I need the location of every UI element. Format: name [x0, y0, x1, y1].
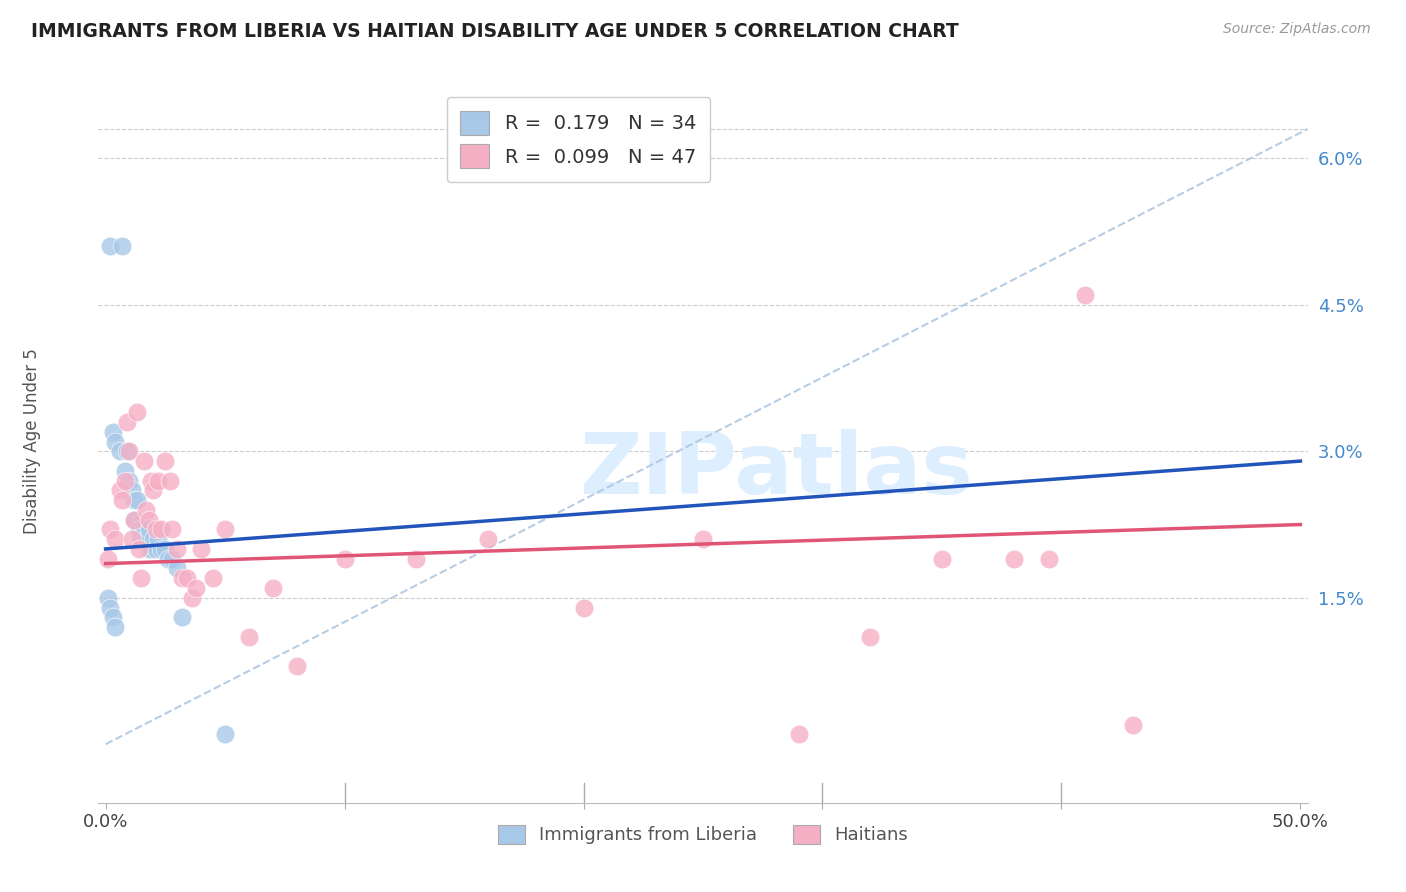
Point: [285, 659, 308, 673]
Point: [125, 493, 148, 508]
Point: [111, 493, 134, 508]
Point: [132, 454, 155, 468]
Point: [186, 581, 208, 595]
Point: [101, 610, 124, 624]
Point: [405, 551, 427, 566]
Point: [138, 523, 160, 537]
Point: [1122, 717, 1144, 731]
Point: [108, 483, 131, 498]
Point: [214, 523, 236, 537]
Point: [135, 532, 157, 546]
Point: [149, 541, 172, 556]
Point: [1038, 551, 1060, 566]
Point: [162, 551, 184, 566]
Point: [115, 444, 138, 458]
Point: [170, 610, 193, 624]
Point: [262, 581, 284, 595]
Legend: Immigrants from Liberia, Haitians: Immigrants from Liberia, Haitians: [491, 818, 915, 852]
Point: [122, 513, 145, 527]
Point: [98, 523, 121, 537]
Point: [146, 532, 169, 546]
Point: [145, 523, 167, 537]
Point: [139, 541, 162, 556]
Point: [787, 727, 810, 741]
Point: [166, 561, 188, 575]
Point: [98, 239, 121, 253]
Point: [104, 620, 127, 634]
Point: [931, 551, 953, 566]
Point: [166, 541, 188, 556]
Point: [176, 571, 198, 585]
Point: [132, 523, 155, 537]
Point: [98, 600, 121, 615]
Point: [149, 523, 172, 537]
Point: [1002, 551, 1025, 566]
Point: [142, 483, 165, 498]
Point: [125, 405, 148, 419]
Text: ZIPatlas: ZIPatlas: [579, 429, 973, 512]
Point: [135, 503, 157, 517]
Point: [139, 474, 162, 488]
Point: [131, 571, 153, 585]
Point: [333, 551, 356, 566]
Point: [97, 591, 120, 605]
Point: [131, 523, 153, 537]
Point: [572, 600, 595, 615]
Point: [108, 444, 131, 458]
Point: [190, 541, 212, 556]
Text: IMMIGRANTS FROM LIBERIA VS HAITIAN DISABILITY AGE UNDER 5 CORRELATION CHART: IMMIGRANTS FROM LIBERIA VS HAITIAN DISAB…: [31, 22, 959, 41]
Point: [155, 454, 177, 468]
Point: [104, 532, 127, 546]
Point: [1074, 288, 1097, 302]
Point: [159, 474, 181, 488]
Point: [692, 532, 714, 546]
Point: [145, 541, 167, 556]
Point: [121, 483, 143, 498]
Point: [128, 523, 150, 537]
Point: [170, 571, 193, 585]
Point: [138, 513, 160, 527]
Point: [180, 591, 202, 605]
Point: [122, 513, 145, 527]
Point: [97, 551, 120, 566]
Point: [115, 415, 138, 429]
Point: [142, 532, 165, 546]
Point: [114, 474, 136, 488]
Point: [477, 532, 499, 546]
Point: [146, 474, 169, 488]
Point: [138, 541, 160, 556]
Point: [859, 630, 882, 644]
Point: [155, 541, 177, 556]
Point: [101, 425, 124, 439]
Point: [121, 532, 143, 546]
Point: [114, 464, 136, 478]
Point: [238, 630, 260, 644]
Point: [131, 532, 153, 546]
Point: [202, 571, 225, 585]
Point: [118, 444, 141, 458]
Point: [111, 239, 134, 253]
Point: [104, 434, 127, 449]
Point: [162, 523, 184, 537]
Text: Disability Age Under 5: Disability Age Under 5: [22, 349, 41, 534]
Text: Source: ZipAtlas.com: Source: ZipAtlas.com: [1223, 22, 1371, 37]
Point: [156, 551, 179, 566]
Point: [128, 541, 150, 556]
Point: [118, 474, 141, 488]
Point: [214, 727, 236, 741]
Point: [122, 493, 145, 508]
